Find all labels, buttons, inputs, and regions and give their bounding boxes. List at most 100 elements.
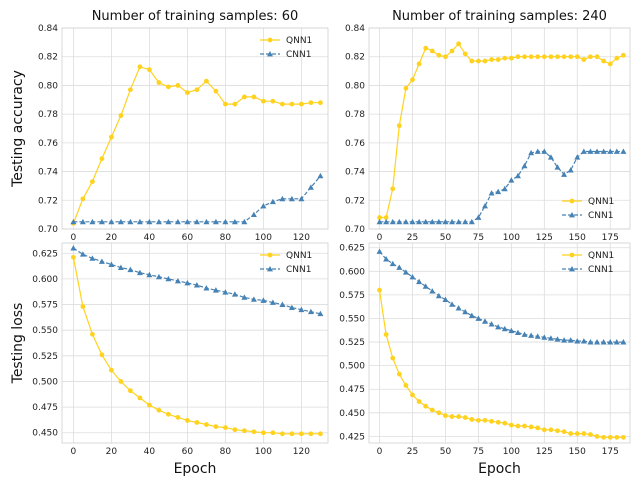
data-point bbox=[608, 435, 613, 440]
x-tick-label: 75 bbox=[473, 233, 484, 243]
data-point bbox=[377, 288, 382, 293]
data-point bbox=[562, 54, 567, 59]
data-point bbox=[109, 135, 114, 140]
y-tick-label: 0.84 bbox=[38, 24, 58, 34]
data-point bbox=[119, 379, 124, 384]
x-tick-label: 20 bbox=[106, 233, 118, 243]
data-point bbox=[469, 59, 474, 64]
data-point bbox=[214, 89, 219, 94]
data-point bbox=[384, 332, 389, 337]
data-point bbox=[443, 54, 448, 59]
x-tick-label: 0 bbox=[377, 233, 383, 243]
data-point bbox=[81, 196, 86, 201]
data-point bbox=[535, 54, 540, 59]
data-point bbox=[147, 403, 152, 408]
data-point bbox=[621, 53, 626, 58]
x-tick-label: 40 bbox=[144, 233, 156, 243]
x-tick-label: 80 bbox=[220, 233, 232, 243]
data-point bbox=[100, 156, 105, 161]
x-tick-label: 150 bbox=[569, 233, 586, 243]
data-point bbox=[318, 100, 323, 105]
y-tick-label: 0.74 bbox=[38, 168, 58, 178]
data-point bbox=[522, 54, 527, 59]
data-point bbox=[601, 59, 606, 64]
data-point bbox=[436, 53, 441, 58]
y-tick-label: 0.625 bbox=[339, 244, 365, 254]
data-point bbox=[290, 102, 295, 107]
data-point bbox=[271, 99, 276, 104]
data-point bbox=[522, 424, 527, 429]
y-tick-label: 0.575 bbox=[339, 291, 365, 301]
data-point bbox=[614, 435, 619, 440]
y-tick-label: 0.500 bbox=[32, 377, 58, 387]
legend-label: QNN1 bbox=[286, 36, 312, 46]
plot-bottom-left: 0 20 40 60 80 100 120 0.450 0.475 0.500 0.525 0.550… bbox=[10, 243, 328, 477]
legend-marker bbox=[570, 199, 575, 204]
data-point bbox=[575, 431, 580, 436]
plot-bottom-right: 0 25 50 75 100 125 150 175 0.425 0.450 0.475 0.500 0… bbox=[339, 243, 630, 477]
y-tick-label: 0.550 bbox=[32, 326, 58, 336]
data-point bbox=[176, 83, 181, 88]
data-point bbox=[233, 102, 238, 107]
data-point bbox=[608, 61, 613, 66]
data-point bbox=[456, 414, 461, 419]
data-point bbox=[529, 54, 534, 59]
data-point bbox=[410, 392, 415, 397]
y-tick-label: 0.70 bbox=[345, 225, 365, 235]
data-point bbox=[555, 54, 560, 59]
data-point bbox=[128, 87, 133, 92]
data-point bbox=[404, 383, 409, 388]
x-tick-label: 25 bbox=[407, 233, 418, 243]
data-point bbox=[535, 426, 540, 431]
data-point bbox=[223, 425, 228, 430]
y-tick-label: 0.425 bbox=[339, 432, 365, 442]
data-point bbox=[463, 51, 468, 56]
x-tick-label: 0 bbox=[377, 447, 383, 457]
data-point bbox=[128, 388, 133, 393]
y-tick-label: 0.525 bbox=[32, 352, 58, 362]
data-point bbox=[100, 352, 105, 357]
data-point bbox=[430, 49, 435, 54]
data-point bbox=[549, 54, 554, 59]
data-point bbox=[81, 304, 86, 309]
data-point bbox=[588, 432, 593, 437]
data-point bbox=[423, 404, 428, 409]
data-point bbox=[185, 90, 190, 95]
data-point bbox=[568, 54, 573, 59]
x-tick-label: 60 bbox=[182, 447, 194, 457]
data-point bbox=[476, 418, 481, 423]
data-point bbox=[71, 255, 76, 260]
x-tick-label: 120 bbox=[293, 233, 310, 243]
data-point bbox=[214, 424, 219, 429]
data-point bbox=[138, 64, 143, 69]
y-tick-label: 0.575 bbox=[32, 301, 58, 311]
data-point bbox=[542, 54, 547, 59]
x-tick-label: 80 bbox=[220, 447, 232, 457]
data-point bbox=[483, 418, 488, 423]
data-point bbox=[204, 79, 209, 84]
data-point bbox=[601, 435, 606, 440]
x-tick-label: 25 bbox=[407, 447, 418, 457]
data-point bbox=[318, 431, 323, 436]
y-tick-label: 0.525 bbox=[339, 338, 365, 348]
y-tick-label: 0.475 bbox=[32, 403, 58, 413]
y-tick-label: 0.80 bbox=[345, 81, 365, 91]
data-point bbox=[555, 428, 560, 433]
data-point bbox=[309, 100, 314, 105]
data-point bbox=[252, 95, 257, 100]
y-tick-label: 0.600 bbox=[339, 267, 365, 277]
data-point bbox=[443, 413, 448, 418]
data-point bbox=[483, 59, 488, 64]
data-point bbox=[157, 80, 162, 85]
data-point bbox=[496, 420, 501, 425]
data-point bbox=[233, 427, 238, 432]
y-axis-label: Testing loss bbox=[10, 303, 26, 385]
x-tick-label: 150 bbox=[569, 447, 586, 457]
data-point bbox=[489, 57, 494, 62]
legend-label: CNN1 bbox=[588, 265, 613, 275]
y-tick-label: 0.500 bbox=[339, 362, 365, 372]
x-tick-label: 175 bbox=[602, 447, 619, 457]
x-tick-label: 50 bbox=[440, 447, 452, 457]
y-tick-label: 0.450 bbox=[339, 409, 365, 419]
x-tick-label: 75 bbox=[473, 447, 484, 457]
